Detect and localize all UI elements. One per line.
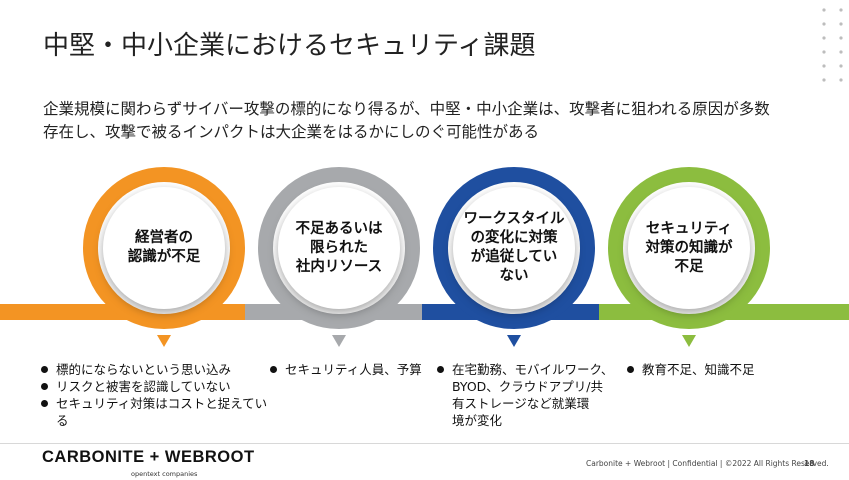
pointer-triangle-green: [682, 335, 696, 347]
list-item: 在宅勤務、モバイルワーク、 BYOD、クラウドアプリ/共 有ストレージなど就業環…: [436, 361, 616, 429]
pointer-triangle-blue: [507, 335, 521, 347]
list-item: セキュリティ人員、予算: [269, 361, 429, 378]
footer-text: Carbonite + Webroot | Confidential | ©20…: [586, 459, 829, 468]
issue-title: セキュリティ 対策の知識が 不足: [645, 220, 733, 275]
issue-bullets-workstyle: 在宅勤務、モバイルワーク、 BYOD、クラウドアプリ/共 有ストレージなど就業環…: [436, 361, 616, 429]
issue-ring-knowledge: セキュリティ 対策の知識が 不足: [608, 167, 770, 329]
company-logo-subtext: opentext companies: [131, 470, 198, 478]
list-item: リスクと被害を認識していない: [40, 378, 270, 395]
subtitle-line-1: 企業規模に関わらずサイバー攻撃の標的になり得るが、中堅・中小企業は、攻撃者に狙わ…: [43, 100, 770, 118]
company-logo: CARBONITE + WEBROOT: [42, 448, 255, 466]
pointer-triangle-orange: [157, 335, 171, 347]
page-number: 18: [804, 459, 815, 468]
issue-bullets-knowledge: 教育不足、知識不足: [626, 361, 826, 378]
slide-title: 中堅・中小企業におけるセキュリティ課題: [43, 31, 536, 61]
issue-bullets-management: 標的にならないという思い込み リスクと被害を認識していない セキュリティ対策はコ…: [40, 361, 270, 429]
decorative-dots: [822, 8, 843, 82]
list-item: セキュリティ対策はコストと捉えている: [40, 395, 270, 429]
slide-subtitle: 企業規模に関わらずサイバー攻撃の標的になり得るが、中堅・中小企業は、攻撃者に狙わ…: [43, 98, 803, 144]
subtitle-line-2: 存在し、攻撃で被るインパクトは大企業をはるかにしのぐ可能性がある: [43, 123, 540, 141]
issue-bullets-resources: セキュリティ人員、予算: [269, 361, 429, 378]
footer-divider: [0, 443, 849, 444]
issue-ring-workstyle: ワークスタイル の変化に対策 が追従してい ない: [433, 167, 595, 329]
issue-title: ワークスタイル の変化に対策 が追従してい ない: [463, 211, 565, 284]
list-item: 標的にならないという思い込み: [40, 361, 270, 378]
issue-ring-management: 経営者の 認識が不足: [83, 167, 245, 329]
issue-ring-resources: 不足あるいは 限られた 社内リソース: [258, 167, 420, 329]
issue-title: 経営者の 認識が不足: [127, 230, 201, 265]
list-item: 教育不足、知識不足: [626, 361, 826, 378]
issue-title: 不足あるいは 限られた 社内リソース: [295, 220, 383, 275]
pointer-triangle-gray: [332, 335, 346, 347]
